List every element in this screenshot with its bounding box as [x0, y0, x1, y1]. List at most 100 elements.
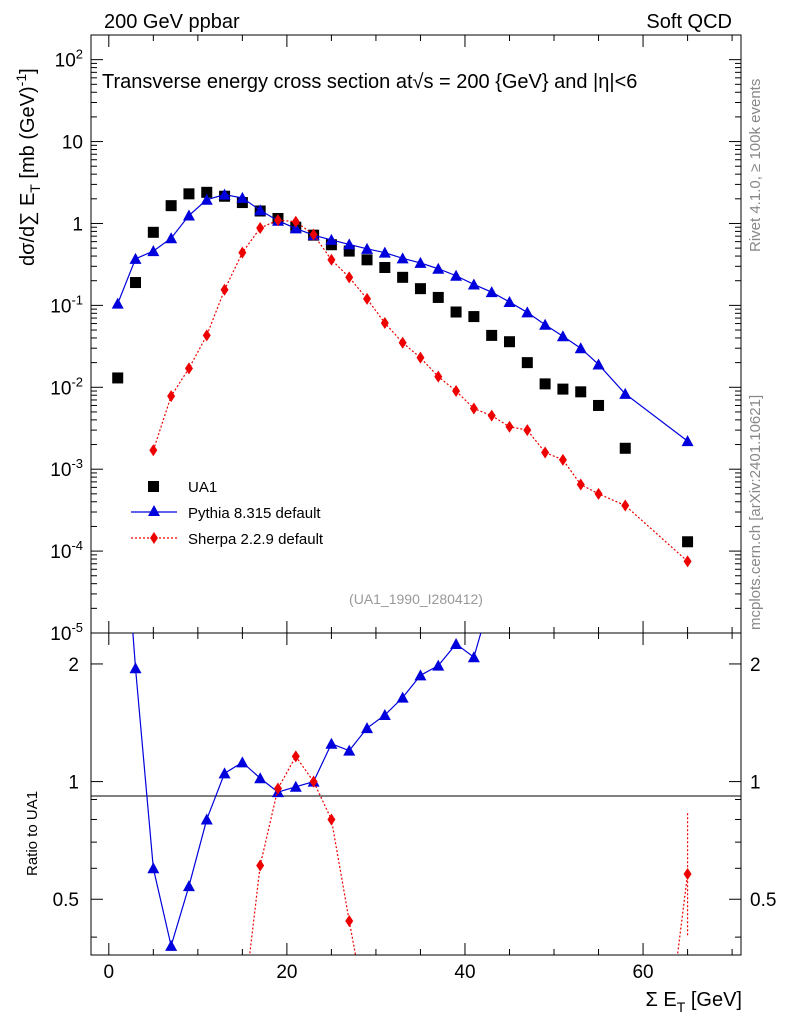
ratio-point-sherpa	[273, 782, 282, 795]
data-point-pythia	[361, 242, 374, 254]
data-point-pythia	[592, 358, 605, 370]
data-point-ua1	[539, 378, 551, 390]
y-tick-label: 102	[55, 47, 83, 72]
data-point-ua1	[130, 277, 142, 289]
side-label-bottom: mcplots.cern.ch [arXiv:2401.10621]	[747, 395, 764, 630]
data-point-sherpa	[184, 362, 193, 375]
data-point-pythia	[289, 222, 302, 234]
data-point-ua1	[379, 262, 391, 274]
x-axis-label: Σ ET [GeV]	[645, 989, 742, 1015]
data-point-sherpa	[523, 424, 532, 437]
data-point-ua1	[521, 357, 533, 369]
ratio-point-pythia	[129, 662, 142, 674]
data-point-pythia	[681, 435, 694, 447]
x-tick-label: 60	[632, 962, 653, 983]
svg-text:Σ ET [GeV]: Σ ET [GeV]	[645, 989, 742, 1015]
data-point-pythia	[236, 191, 249, 203]
legend: UA1 Pythia 8.315 default Sherpa 2.2.9 de…	[131, 479, 324, 548]
y-tick-label: 10-1	[50, 292, 83, 317]
data-point-sherpa	[327, 253, 336, 266]
ratio-point-pythia	[218, 767, 231, 779]
y-tick-label: 10-3	[50, 456, 83, 481]
data-point-pythia	[147, 245, 160, 257]
data-point-pythia	[218, 188, 231, 200]
data-point-pythia	[414, 256, 427, 268]
data-point-sherpa	[487, 409, 496, 422]
ratio-y-axis-label: Ratio to UA1	[24, 791, 41, 876]
ratio-plot-frame	[90, 632, 742, 956]
data-point-sherpa	[452, 385, 461, 398]
legend-marker-pythia	[148, 505, 160, 516]
ratio-tick-label: 0.5	[53, 890, 79, 911]
data-point-pythia	[432, 262, 445, 274]
data-point-pythia	[539, 318, 552, 330]
ratio-point-sherpa	[256, 859, 265, 872]
data-point-pythia	[574, 342, 587, 354]
data-point-pythia	[467, 278, 480, 290]
data-point-sherpa	[345, 271, 354, 284]
legend-label-sherpa: Sherpa 2.2.9 default	[188, 531, 324, 548]
data-point-pythia	[343, 238, 356, 250]
legend-marker-sherpa	[150, 532, 158, 544]
data-point-sherpa	[469, 402, 478, 415]
y-tick-label: 1	[72, 214, 83, 235]
data-point-pythia	[325, 233, 338, 245]
data-point-sherpa	[363, 292, 372, 305]
data-point-pythia	[165, 232, 178, 244]
ratio-point-pythia	[343, 744, 356, 756]
data-point-pythia	[182, 209, 195, 221]
data-point-sherpa	[273, 214, 282, 227]
data-point-sherpa	[309, 228, 318, 241]
ratio-tick-label-right: 1	[750, 773, 761, 794]
ratio-line-sherpa	[249, 755, 357, 955]
x-tick-label: 40	[454, 962, 475, 983]
ratio-point-pythia	[467, 651, 480, 663]
data-point-pythia	[254, 204, 267, 216]
legend-marker-ua1	[148, 481, 159, 492]
main-plot	[111, 186, 694, 568]
data-point-sherpa	[380, 316, 389, 329]
ratio-point-pythia	[165, 939, 178, 951]
data-point-ua1	[361, 254, 373, 266]
data-point-pythia	[129, 252, 142, 264]
data-point-ua1	[432, 291, 444, 303]
ratio-point-pythia	[182, 880, 195, 892]
data-point-pythia	[450, 269, 463, 281]
data-point-sherpa	[576, 478, 585, 491]
data-point-ua1	[682, 536, 694, 548]
data-point-pythia	[485, 286, 498, 298]
data-point-ua1	[486, 329, 498, 341]
data-point-sherpa	[434, 370, 443, 383]
data-point-ua1	[147, 226, 159, 238]
data-point-sherpa	[416, 351, 425, 364]
ratio-tick-label: 1	[68, 773, 79, 794]
ratio-point-pythia	[200, 813, 213, 825]
legend-label-pythia: Pythia 8.315 default	[188, 505, 321, 522]
header-right-label: Soft QCD	[646, 11, 732, 33]
chart-title: Transverse energy cross section at√s = 2…	[102, 71, 637, 93]
axes: 0 20 40 60 10-5 10-4 10-3 10-2 10-1 1 10 102 0.5 0.5 1…	[50, 34, 776, 983]
data-point-pythia	[556, 330, 569, 342]
ratio-point-pythia	[378, 709, 391, 721]
y-tick-label: 10-2	[50, 374, 83, 399]
data-point-pythia	[396, 252, 409, 264]
ratio-point-pythia	[432, 659, 445, 671]
data-point-sherpa	[149, 444, 158, 457]
header-left-label: 200 GeV ppbar	[104, 11, 240, 33]
y-tick-label: 10-5	[50, 620, 83, 645]
ratio-point-sherpa	[291, 750, 300, 763]
ratio-tick-label: 2	[68, 655, 79, 676]
data-point-sherpa	[238, 246, 247, 259]
data-point-pythia	[200, 193, 213, 205]
series-line-sherpa	[152, 219, 688, 562]
data-point-sherpa	[256, 222, 265, 235]
ratio-tick-label-right: 0.5	[750, 890, 776, 911]
data-point-pythia	[503, 295, 516, 307]
data-point-sherpa	[541, 446, 550, 459]
ratio-point-pythia	[325, 737, 338, 749]
ratio-point-sherpa	[309, 775, 318, 788]
data-point-sherpa	[594, 487, 603, 500]
data-point-pythia	[521, 306, 534, 318]
data-point-sherpa	[505, 420, 514, 433]
